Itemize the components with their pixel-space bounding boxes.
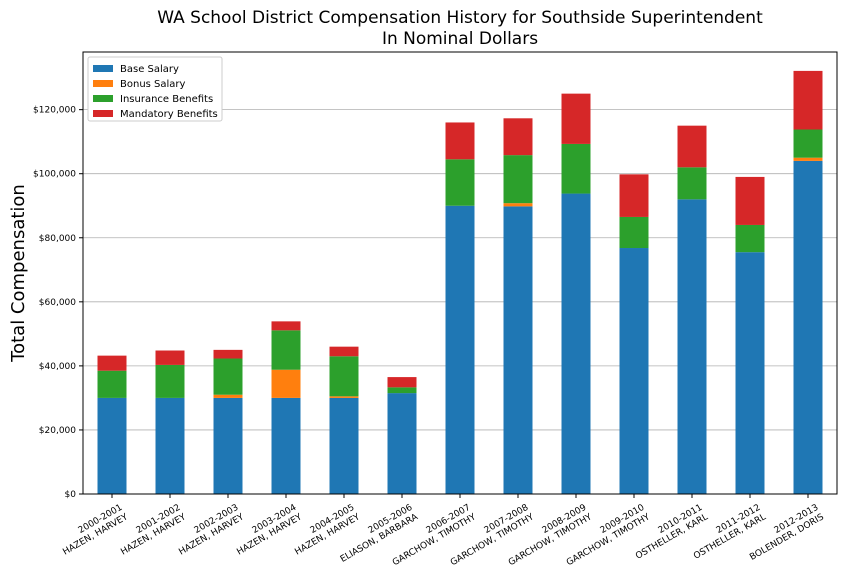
bar-segment-insurance-benefits	[155, 364, 185, 398]
legend-swatch	[93, 65, 113, 72]
bar-segment-insurance-benefits	[213, 358, 243, 395]
bar-segment-mandatory-benefits	[329, 346, 359, 357]
legend-box	[87, 56, 223, 122]
bar-segment-mandatory-benefits	[619, 174, 649, 217]
bar-segment-insurance-benefits	[677, 167, 707, 200]
legend-entry: Insurance Benefits	[120, 94, 213, 105]
bar-segment-base-salary	[387, 393, 417, 494]
y-tick-label: $20,000	[39, 426, 76, 436]
bar-segment-insurance-benefits	[619, 216, 649, 249]
bar-segment-insurance-benefits	[271, 330, 301, 370]
y-tick-label: $40,000	[39, 362, 76, 372]
y-tick-label: $120,000	[33, 106, 76, 116]
legend-swatch	[93, 80, 113, 87]
bar-segment-insurance-benefits	[561, 143, 591, 194]
bar-segment-insurance-benefits	[329, 356, 359, 397]
bar-segment-base-salary	[271, 397, 301, 494]
bar-segment-bonus-salary	[503, 203, 533, 207]
bar-segment-base-salary	[677, 199, 707, 495]
bar-segment-base-salary	[561, 193, 591, 494]
bar-segment-bonus-salary	[793, 157, 823, 161]
chart-subtitle: In Nominal Dollars	[381, 29, 539, 49]
bar-segment-mandatory-benefits	[271, 321, 301, 331]
bar-segment-mandatory-benefits	[677, 125, 707, 168]
bar-segment-bonus-salary	[213, 394, 243, 398]
bar-segment-mandatory-benefits	[213, 349, 243, 359]
bar-segment-base-salary	[735, 252, 765, 494]
bar-segment-base-salary	[619, 248, 649, 494]
bar-segment-mandatory-benefits	[97, 355, 127, 371]
y-axis-label: Total Compensation	[8, 184, 29, 363]
bar-segment-insurance-benefits	[503, 155, 533, 204]
bar-segment-mandatory-benefits	[561, 93, 591, 144]
bar-segment-insurance-benefits	[735, 224, 765, 253]
bar-segment-bonus-salary	[271, 369, 301, 398]
bar-segment-base-salary	[793, 160, 823, 494]
legend-swatch	[93, 95, 113, 102]
y-tick-label: $80,000	[39, 234, 76, 244]
bar-segment-mandatory-benefits	[503, 118, 533, 156]
bar-segment-base-salary	[97, 397, 127, 494]
bar-segment-bonus-salary	[329, 396, 359, 398]
bar-segment-mandatory-benefits	[155, 350, 185, 365]
bar-segment-base-salary	[445, 205, 475, 494]
legend-entry: Bonus Salary	[120, 79, 186, 90]
bar-segment-insurance-benefits	[793, 129, 823, 158]
bar-segment-base-salary	[503, 206, 533, 495]
y-tick-label: $100,000	[33, 170, 76, 180]
bar-segment-insurance-benefits	[445, 159, 475, 206]
legend-entry: Mandatory Benefits	[120, 109, 218, 120]
y-tick-label: $60,000	[39, 298, 76, 308]
bar-segment-base-salary	[155, 397, 185, 494]
legend-swatch	[93, 110, 113, 117]
chart-title-line1: WA School District Compensation History …	[157, 8, 763, 28]
bar-segment-insurance-benefits	[387, 387, 417, 394]
bar-segment-insurance-benefits	[97, 370, 127, 398]
y-tick-label: $0	[65, 490, 77, 500]
bar-segment-base-salary	[329, 397, 359, 494]
bar-segment-mandatory-benefits	[387, 377, 417, 388]
bar-segment-mandatory-benefits	[445, 122, 475, 160]
y-axis: $0 $20,000 $40,000 $60,000 $80,000 $100,000 $1…	[33, 106, 83, 500]
chart-title: WA School District Compensation History …	[0, 8, 864, 50]
bars	[97, 70, 823, 495]
bar-segment-mandatory-benefits	[793, 70, 823, 130]
legend: Base Salary Bonus Salary Insurance Benefit…	[87, 56, 223, 122]
legend-entry: Base Salary	[120, 64, 179, 75]
bar-segment-base-salary	[213, 397, 243, 494]
bar-segment-mandatory-benefits	[735, 176, 765, 225]
